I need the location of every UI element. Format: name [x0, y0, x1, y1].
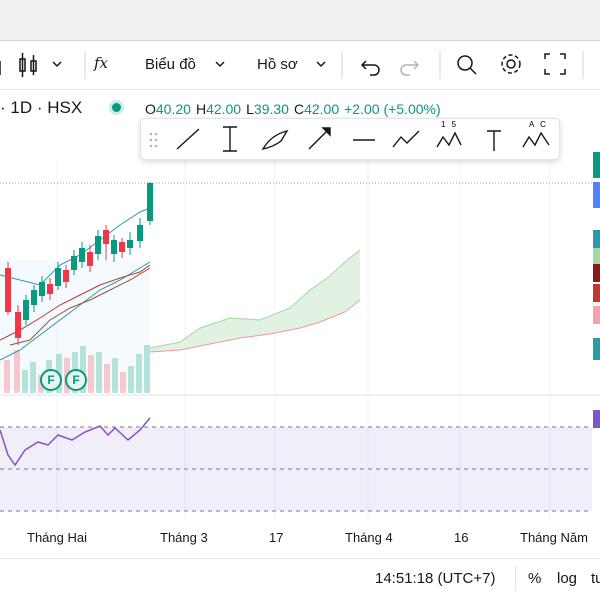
status-border: [0, 558, 600, 559]
span-a: [149, 249, 361, 349]
chart-type-button[interactable]: Biểu đồ: [145, 56, 196, 73]
path-tool[interactable]: [392, 130, 420, 148]
toolbar-icons: [0, 51, 584, 79]
top-strip: [0, 0, 600, 41]
arrow-tool[interactable]: [308, 128, 330, 150]
ohlc-label: L: [246, 101, 254, 117]
redo[interactable]: [400, 60, 420, 76]
x-axis-label: Tháng Năm: [520, 530, 588, 545]
price-tags: [593, 152, 600, 428]
toolbar: [0, 41, 600, 90]
settings[interactable]: [506, 59, 516, 69]
price-range-tool[interactable]: [223, 126, 237, 152]
auto-toggle[interactable]: tu: [591, 570, 600, 587]
ohlc-value: 39.30: [253, 101, 289, 117]
log-toggle[interactable]: log: [557, 570, 578, 587]
candles: [5, 182, 153, 345]
text-tool[interactable]: [487, 130, 501, 151]
dividend-marker[interactable]: F: [40, 369, 62, 391]
ohlc-label: C: [293, 101, 305, 117]
fullscreen[interactable]: [544, 53, 566, 75]
x-axis-label: 16: [454, 530, 469, 545]
rsi-line: [0, 417, 151, 467]
ohlc: O40.20 H42.00 L39.30 C42.00 +2.00 (+5.00%): [145, 101, 441, 117]
chart-area: [0, 152, 600, 520]
ohlc-value: 42.00: [304, 101, 340, 117]
formula-button[interactable]: fx: [94, 54, 109, 72]
price-change: +2.00 (+5.00%): [344, 101, 441, 117]
ichimoku-cloud: [150, 250, 360, 352]
alert[interactable]: [457, 55, 473, 71]
ohlc-label: O: [145, 101, 156, 117]
percent-toggle[interactable]: %: [528, 570, 542, 587]
trend-line-tool[interactable]: [176, 128, 200, 150]
lower-band: [0, 261, 151, 361]
x-axis-label: Tháng Hai: [27, 530, 87, 545]
ohlc-value: 42.00: [206, 101, 242, 117]
abc-tool[interactable]: [522, 131, 550, 148]
ohlc-label: H: [195, 101, 207, 117]
market-status: [112, 103, 121, 112]
clock: 14:51:18 (UTC+7): [375, 570, 496, 587]
x-axis-label: Tháng 3: [160, 530, 208, 545]
profile-button[interactable]: Hồ sơ: [257, 56, 298, 73]
brush-tool[interactable]: [261, 129, 289, 150]
ohlc-value: 40.20: [155, 101, 191, 117]
divider: [515, 565, 516, 591]
dividend-marker[interactable]: F: [65, 369, 87, 391]
undo[interactable]: [360, 60, 380, 76]
span-b: [149, 299, 361, 353]
pattern-label: 1 5: [441, 120, 457, 129]
abc-label: A C: [529, 120, 546, 129]
ma-line: [0, 264, 151, 341]
drawing-toolbar: 1 5 A C: [140, 118, 560, 160]
pattern-tool[interactable]: [436, 131, 462, 148]
x-axis-label: 17: [269, 530, 284, 545]
interval: · 1D · HSX: [0, 98, 83, 117]
ma-line-2: [9, 267, 151, 346]
x-axis-label: Tháng 4: [345, 530, 393, 545]
drawing-icons: [149, 126, 550, 152]
